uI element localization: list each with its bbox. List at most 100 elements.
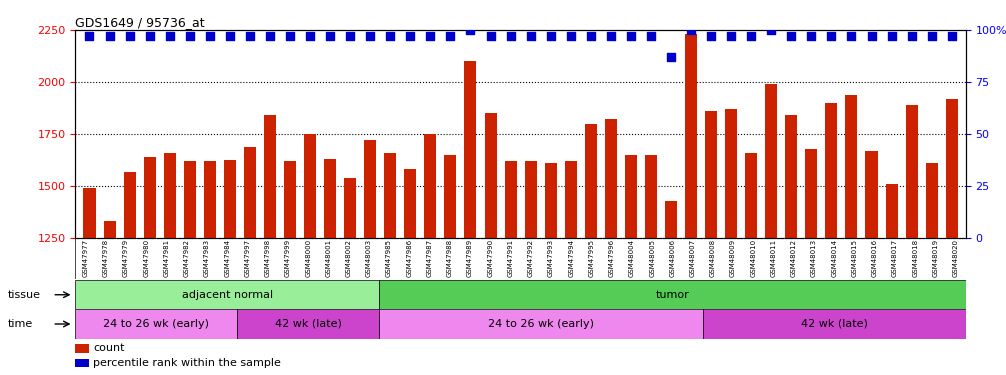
Bar xyxy=(344,178,356,375)
Point xyxy=(883,33,899,39)
Text: GSM48014: GSM48014 xyxy=(831,239,837,278)
Bar xyxy=(83,188,96,375)
Text: GSM47978: GSM47978 xyxy=(103,239,109,278)
Bar xyxy=(284,161,296,375)
Text: GSM47987: GSM47987 xyxy=(427,239,433,278)
Point xyxy=(643,33,659,39)
Text: GSM48003: GSM48003 xyxy=(366,239,372,278)
FancyBboxPatch shape xyxy=(703,309,966,339)
Text: GSM48016: GSM48016 xyxy=(872,239,877,278)
Point xyxy=(522,33,538,39)
Point xyxy=(784,33,800,39)
Point xyxy=(582,33,599,39)
Point xyxy=(562,33,578,39)
Point xyxy=(241,33,258,39)
Bar xyxy=(725,109,737,375)
FancyBboxPatch shape xyxy=(75,280,379,309)
Text: GSM48020: GSM48020 xyxy=(953,239,959,278)
Text: adjacent normal: adjacent normal xyxy=(182,290,273,300)
Text: 24 to 26 wk (early): 24 to 26 wk (early) xyxy=(488,319,594,329)
Bar xyxy=(865,151,877,375)
Bar xyxy=(465,61,477,375)
Bar xyxy=(524,161,536,375)
Text: tissue: tissue xyxy=(8,290,41,300)
Text: GDS1649 / 95736_at: GDS1649 / 95736_at xyxy=(75,16,205,29)
Text: GSM48008: GSM48008 xyxy=(710,239,716,278)
Bar xyxy=(806,148,817,375)
Text: GSM48015: GSM48015 xyxy=(851,239,857,278)
Bar xyxy=(685,34,697,375)
Point xyxy=(623,33,639,39)
Text: GSM48010: GSM48010 xyxy=(750,239,757,278)
Point xyxy=(202,33,218,39)
Bar xyxy=(204,161,216,375)
Text: GSM47980: GSM47980 xyxy=(143,239,149,278)
Point xyxy=(342,33,358,39)
Point xyxy=(764,27,780,33)
Text: 42 wk (late): 42 wk (late) xyxy=(275,319,342,329)
Bar xyxy=(705,111,717,375)
Text: GSM47998: GSM47998 xyxy=(265,239,271,278)
Bar xyxy=(164,153,176,375)
Point xyxy=(843,33,859,39)
Point xyxy=(282,33,298,39)
Text: GSM47988: GSM47988 xyxy=(447,239,453,278)
Bar xyxy=(946,99,958,375)
Point xyxy=(663,54,679,60)
Text: GSM47992: GSM47992 xyxy=(528,239,534,278)
Bar xyxy=(905,105,917,375)
Point xyxy=(603,33,619,39)
Text: percentile rank within the sample: percentile rank within the sample xyxy=(94,358,281,368)
Bar xyxy=(223,160,235,375)
Text: GSM47986: GSM47986 xyxy=(406,239,412,278)
Bar xyxy=(485,113,497,375)
Bar xyxy=(324,159,336,375)
Point xyxy=(483,33,499,39)
Bar xyxy=(645,155,657,375)
FancyBboxPatch shape xyxy=(379,280,966,309)
Text: GSM48001: GSM48001 xyxy=(325,239,331,278)
Bar xyxy=(243,147,256,375)
Point xyxy=(743,33,760,39)
Text: GSM47989: GSM47989 xyxy=(467,239,473,278)
Bar xyxy=(425,134,437,375)
Text: count: count xyxy=(94,343,125,353)
FancyBboxPatch shape xyxy=(237,309,379,339)
Text: GSM48009: GSM48009 xyxy=(730,239,736,278)
Point xyxy=(142,33,158,39)
Bar xyxy=(926,163,938,375)
Bar xyxy=(605,120,617,375)
Text: tumor: tumor xyxy=(656,290,689,300)
Bar xyxy=(364,140,376,375)
Text: GSM47994: GSM47994 xyxy=(568,239,574,278)
Bar xyxy=(144,157,156,375)
Bar xyxy=(304,134,316,375)
Point xyxy=(503,33,519,39)
Point xyxy=(463,27,479,33)
Bar xyxy=(184,161,196,375)
Text: GSM48007: GSM48007 xyxy=(689,239,695,278)
Text: GSM47984: GSM47984 xyxy=(224,239,230,278)
Text: GSM48006: GSM48006 xyxy=(669,239,675,278)
Text: GSM47979: GSM47979 xyxy=(123,239,129,278)
Bar xyxy=(75,344,89,353)
Point xyxy=(903,33,919,39)
FancyBboxPatch shape xyxy=(75,309,237,339)
Text: GSM48005: GSM48005 xyxy=(649,239,655,278)
Text: GSM48018: GSM48018 xyxy=(912,239,918,278)
Point xyxy=(162,33,178,39)
Text: 42 wk (late): 42 wk (late) xyxy=(801,319,867,329)
Text: GSM47977: GSM47977 xyxy=(82,239,89,278)
Text: GSM48004: GSM48004 xyxy=(629,239,635,278)
Bar xyxy=(665,201,677,375)
Point xyxy=(863,33,879,39)
Point xyxy=(221,33,237,39)
Bar xyxy=(845,94,857,375)
Bar xyxy=(124,171,136,375)
Text: GSM47991: GSM47991 xyxy=(507,239,513,278)
Bar xyxy=(625,155,637,375)
Point xyxy=(382,33,398,39)
Bar xyxy=(384,153,396,375)
Text: GSM47999: GSM47999 xyxy=(285,239,291,278)
Bar xyxy=(544,163,556,375)
